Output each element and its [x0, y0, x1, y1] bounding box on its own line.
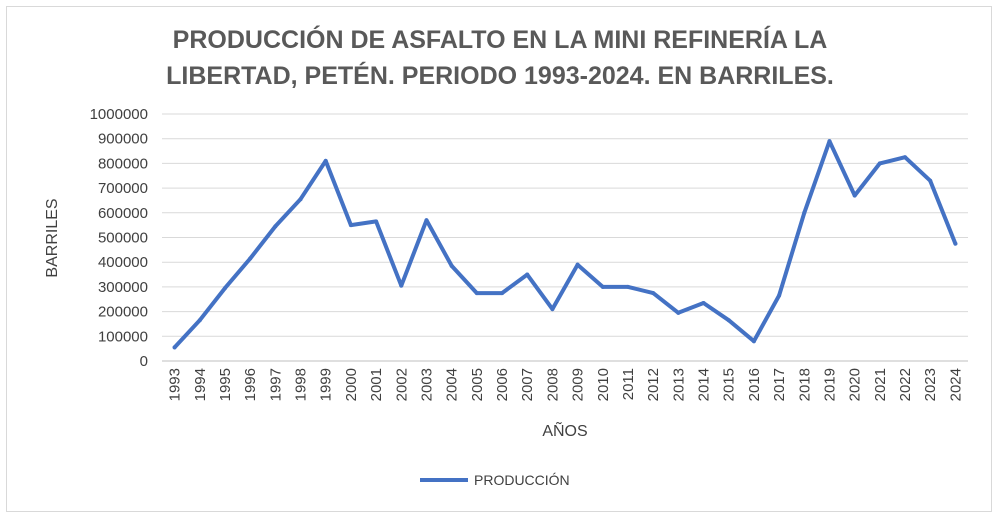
data-point	[651, 291, 656, 296]
chart-title-line-2: LIBERTAD, PETÉN. PERIODO 1993-2024. EN B…	[166, 62, 834, 90]
y-tick-label: 400000	[98, 254, 148, 271]
data-point	[248, 256, 253, 261]
data-point	[399, 283, 404, 288]
data-point	[953, 241, 958, 246]
chart-frame	[6, 6, 992, 512]
chart-title: PRODUCCIÓN DE ASFALTO EN LA MINI REFINER…	[100, 22, 900, 94]
data-point	[802, 210, 807, 215]
data-point	[777, 293, 782, 298]
x-tick-label: 2006	[494, 368, 511, 401]
legend-label: PRODUCCIÓN	[474, 472, 570, 488]
data-point	[424, 218, 429, 223]
data-point	[348, 223, 353, 228]
x-tick-label: 2009	[570, 368, 587, 401]
x-tick-label: 1995	[217, 368, 234, 401]
x-tick-label: 2023	[922, 368, 939, 401]
data-point	[676, 310, 681, 315]
data-point	[374, 219, 379, 224]
x-tick-label: 1999	[318, 368, 335, 401]
x-tick-label: 2015	[721, 368, 738, 401]
x-tick-label: 2002	[393, 368, 410, 401]
x-tick-label: 2005	[469, 368, 486, 401]
y-tick-label: 800000	[98, 155, 148, 172]
x-tick-label: 2016	[746, 368, 763, 401]
x-tick-label: 1996	[242, 368, 259, 401]
data-point	[273, 224, 278, 229]
x-tick-label: 2007	[519, 368, 536, 401]
data-point	[474, 291, 479, 296]
data-point	[827, 139, 832, 144]
x-tick-label: 1994	[192, 368, 209, 401]
data-point	[903, 155, 908, 160]
series-line	[172, 139, 958, 350]
x-tick-label: 2019	[821, 368, 838, 401]
x-tick-label: 2011	[620, 368, 637, 400]
x-axis-ticks: 1993 1994 1995 1996 1997 1998 1999 2000 2001 2002…	[167, 368, 965, 401]
data-point	[575, 262, 580, 267]
data-point	[197, 318, 202, 323]
x-tick-label: 2004	[444, 368, 461, 401]
x-tick-label: 2008	[544, 368, 561, 401]
x-tick-label: 2018	[796, 368, 813, 401]
y-tick-label: 300000	[98, 279, 148, 296]
x-tick-label: 2020	[847, 368, 864, 401]
y-tick-label: 200000	[98, 304, 148, 321]
data-point	[928, 178, 933, 183]
x-tick-label: 2010	[595, 368, 612, 401]
x-tick-label: 2014	[696, 368, 713, 401]
data-point	[877, 161, 882, 166]
data-point	[222, 286, 227, 291]
x-tick-label: 2022	[897, 368, 914, 401]
y-tick-label: 100000	[98, 328, 148, 345]
x-tick-label: 1998	[293, 368, 310, 401]
y-tick-label: 0	[140, 353, 148, 370]
x-axis-title: AÑOS	[542, 420, 587, 440]
x-tick-label: 2012	[645, 368, 662, 401]
data-point	[449, 263, 454, 268]
y-tick-label: 700000	[98, 180, 148, 197]
y-axis-ticks: 0 100000 200000 300000 400000 500000 600000 700…	[90, 106, 148, 370]
data-point	[525, 272, 530, 277]
y-tick-label: 500000	[98, 230, 148, 247]
x-tick-label: 2024	[947, 368, 964, 401]
gridlines	[162, 113, 968, 362]
data-point	[323, 158, 328, 163]
x-tick-label: 2021	[872, 368, 889, 401]
x-tick-label: 2013	[670, 368, 687, 401]
data-point	[550, 307, 555, 312]
series-layer	[172, 139, 958, 350]
legend: PRODUCCIÓN	[420, 472, 570, 488]
data-point	[701, 300, 706, 305]
data-point	[500, 291, 505, 296]
chart-title-line-1: PRODUCCIÓN DE ASFALTO EN LA MINI REFINER…	[172, 26, 828, 54]
data-point	[751, 339, 756, 344]
y-tick-label: 1000000	[90, 106, 148, 123]
x-tick-label: 2003	[418, 368, 435, 401]
data-point	[852, 193, 857, 198]
data-point	[298, 197, 303, 202]
data-point	[625, 284, 630, 289]
y-tick-label: 600000	[98, 205, 148, 222]
x-tick-label: 2017	[771, 368, 788, 401]
x-tick-label: 1997	[267, 368, 284, 401]
y-tick-label: 900000	[98, 131, 148, 148]
data-point	[726, 318, 731, 323]
y-axis-title: BARRILES	[44, 198, 61, 277]
x-tick-label: 1993	[167, 368, 184, 401]
x-tick-label: 2001	[368, 368, 385, 401]
data-point	[600, 284, 605, 289]
x-tick-label: 2000	[343, 368, 360, 401]
data-point	[172, 345, 177, 350]
